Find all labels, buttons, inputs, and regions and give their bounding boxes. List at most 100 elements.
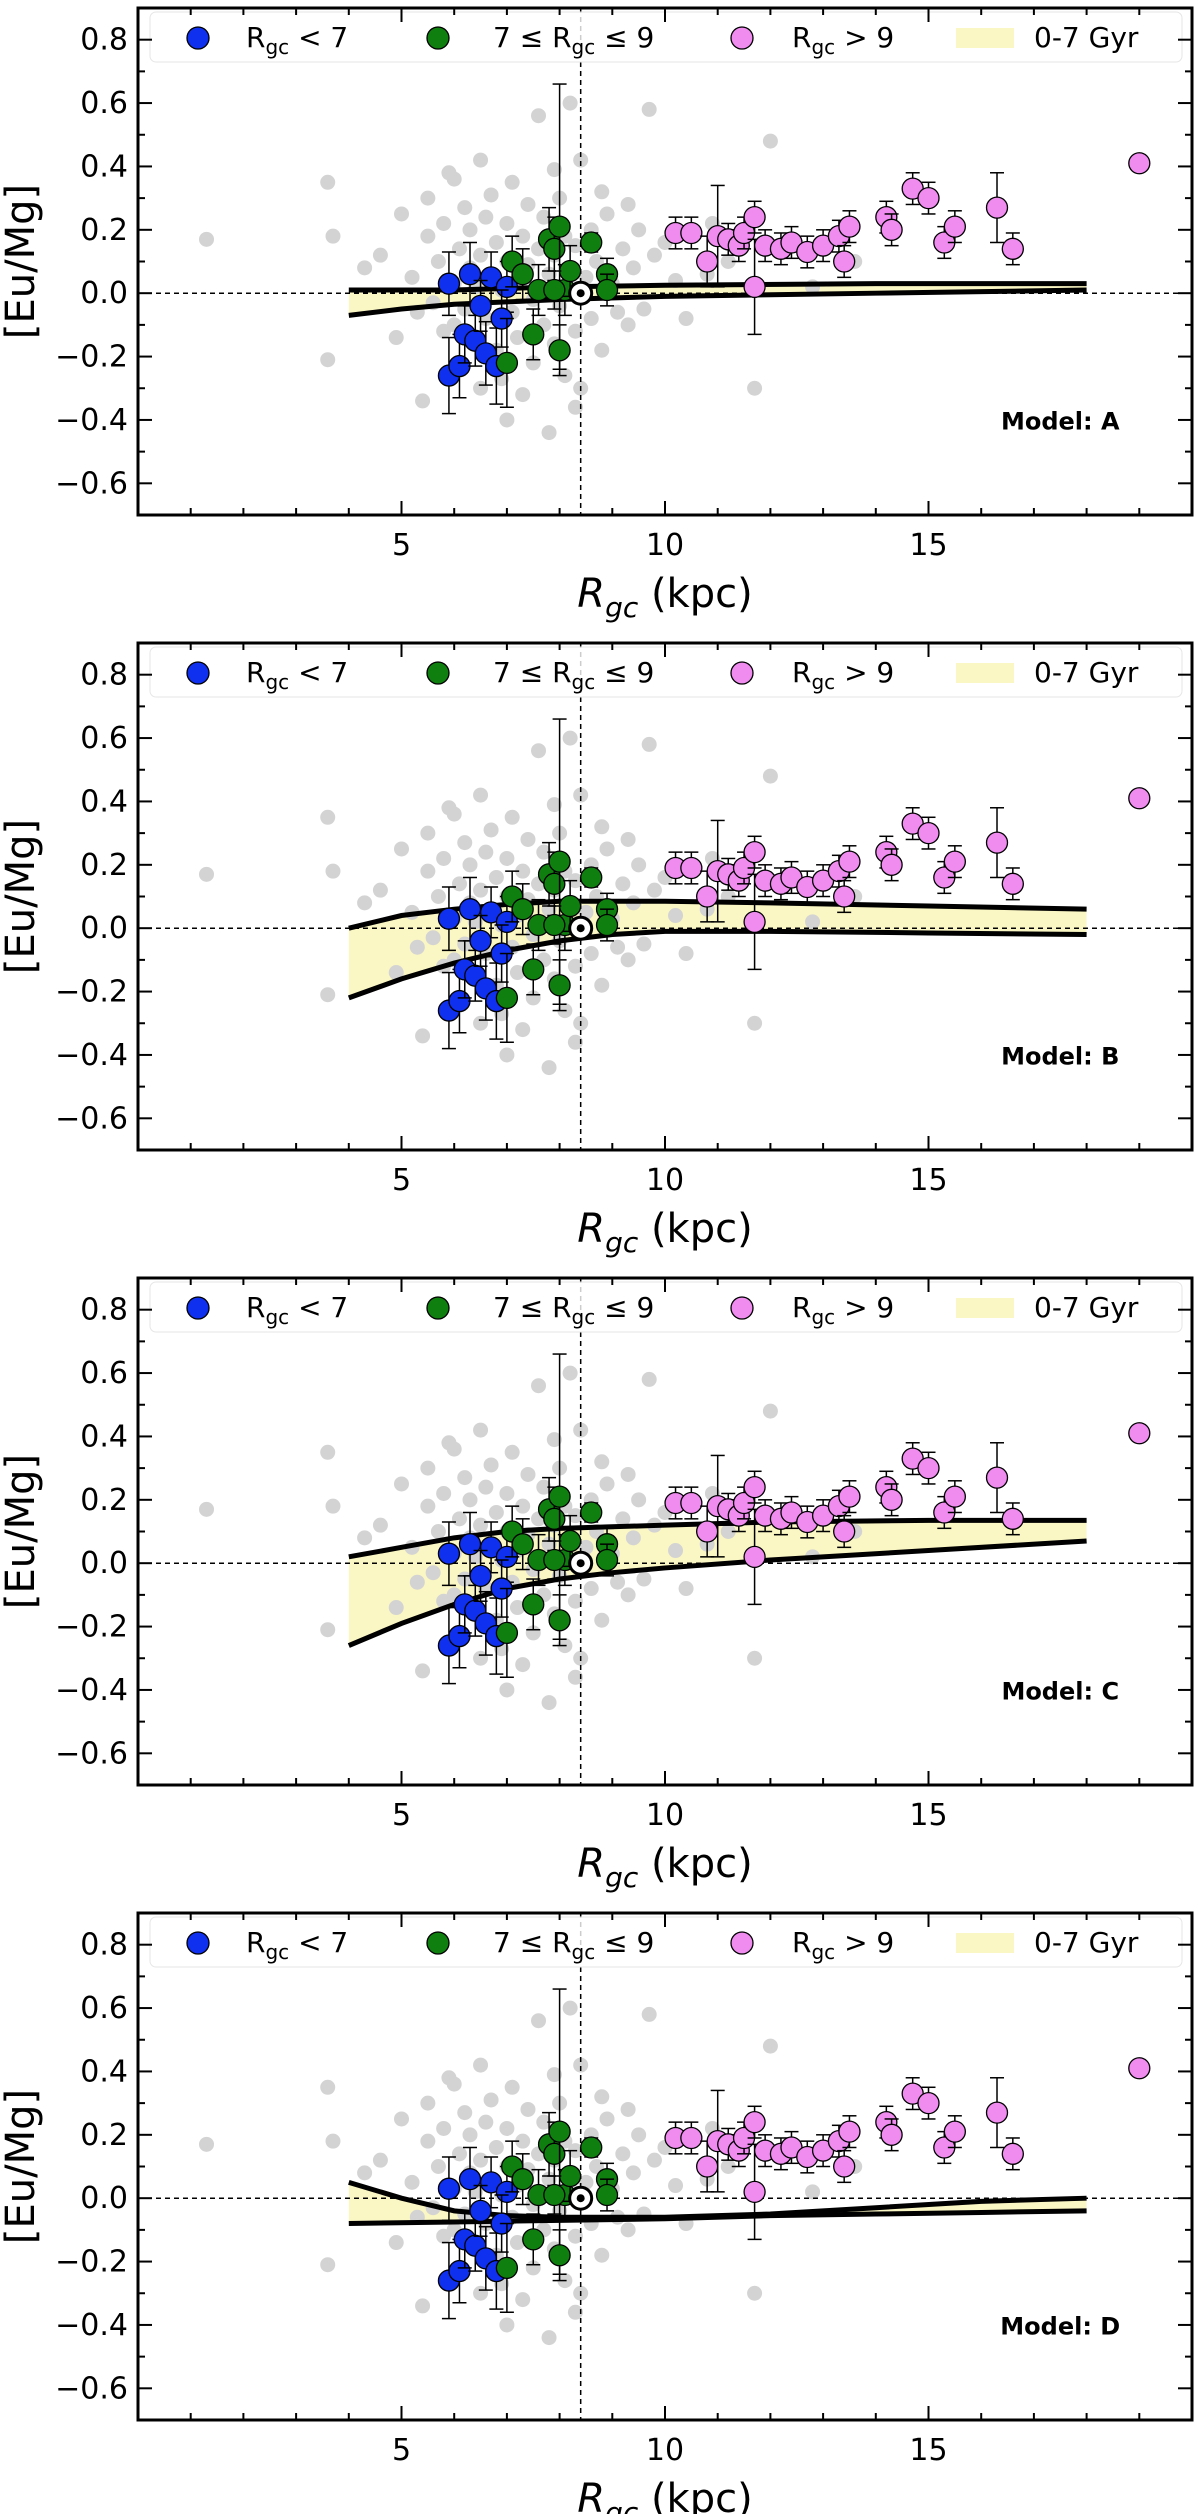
field-star-point [509, 1600, 525, 1616]
field-star-point [515, 2133, 531, 2149]
field-star-point [631, 222, 647, 238]
field-star-point [620, 2222, 636, 2238]
x-tick-label: 10 [646, 1798, 684, 1833]
field-star-point [473, 247, 489, 263]
field-star-point [641, 736, 657, 752]
field-star-point [483, 822, 499, 838]
green-point [548, 215, 571, 238]
green-point [522, 958, 545, 981]
model-label: Model: D [1000, 2312, 1120, 2340]
field-star-point [372, 1517, 388, 1533]
blue-point [448, 1624, 471, 1648]
field-star-point [320, 2079, 336, 2095]
pink-point [985, 2101, 1009, 2124]
field-star-point [573, 2057, 589, 2073]
pink-point [943, 850, 966, 873]
field-star-point [420, 2133, 436, 2149]
green-point [548, 1609, 571, 1632]
pink-point [743, 205, 766, 229]
y-tick-label: 0.4 [80, 1419, 128, 1454]
x-tick-label: 15 [909, 2433, 947, 2468]
field-star-point [515, 1657, 531, 1673]
field-star-point [615, 876, 631, 892]
legend-band-swatch [956, 28, 1014, 48]
field-star-point [515, 387, 531, 403]
green-point [595, 913, 619, 937]
legend-band-swatch [956, 1933, 1014, 1953]
field-star-point [805, 914, 821, 930]
pink-point [743, 1475, 766, 1499]
field-star-point [504, 174, 520, 190]
field-star-point [594, 977, 610, 993]
field-star-point [515, 1498, 531, 1514]
pink-point [880, 218, 903, 241]
field-star-point [462, 1492, 478, 1508]
pink-point [833, 885, 856, 908]
blue-point [448, 354, 471, 378]
pink-point [880, 2123, 903, 2146]
green-point [511, 263, 534, 286]
field-star-point [420, 228, 436, 244]
legend: Rgc < 7 7 ≤ Rgc ≤ 9 Rgc > 9 0-7 Gyr [149, 646, 1183, 698]
blue-point [458, 1533, 482, 1556]
field-star-point [436, 1485, 452, 1501]
field-star-point [546, 1432, 562, 1448]
field-star-point [515, 1022, 531, 1038]
pink-point [696, 1520, 719, 1543]
pink-point [1128, 2057, 1151, 2080]
x-tick-label: 5 [392, 1163, 411, 1198]
field-star-point [636, 1571, 652, 1587]
pink-series [664, 2057, 1151, 2241]
x-axis-label: Rgc (kpc) [577, 1206, 752, 1259]
green-point [511, 2168, 534, 2191]
legend-label-band: 0-7 Gyr [1034, 1926, 1139, 1959]
green-point [580, 866, 603, 889]
field-star-point [430, 254, 446, 269]
legend-label-band: 0-7 Gyr [1034, 21, 1139, 54]
field-star-point [483, 1457, 499, 1473]
field-star-point [668, 1543, 684, 1559]
field-star-point [499, 412, 515, 428]
field-star-point [515, 863, 531, 879]
legend-marker-blue [186, 1931, 210, 1955]
field-star-point [415, 1028, 431, 1044]
blue-point [458, 2168, 482, 2191]
pink-series [664, 787, 1151, 971]
green-series [495, 1353, 619, 1679]
x-axis-label: Rgc (kpc) [577, 1841, 752, 1894]
field-star-point [199, 866, 215, 882]
y-tick-label: 0.6 [80, 1356, 128, 1391]
field-star-point [567, 399, 583, 415]
pink-point [838, 2120, 861, 2143]
field-star-point [610, 1574, 626, 1590]
field-star-point [720, 2159, 736, 2174]
chart-panel-a: Rgc < 7 7 ≤ Rgc ≤ 9 Rgc > 9 0-7 Gyr Model: A… [0, 6, 1194, 624]
green-point [548, 850, 571, 873]
legend-label-green: 7 ≤ Rgc ≤ 9 [493, 1291, 654, 1329]
field-star-point [594, 184, 610, 200]
y-tick-label: −0.4 [55, 403, 128, 438]
legend-label-pink: Rgc > 9 [792, 656, 894, 694]
pink-point [880, 1488, 903, 1511]
field-star-point [436, 215, 452, 231]
y-tick-label: 0.8 [80, 23, 128, 58]
field-star-point [394, 1476, 409, 1492]
field-star-point [541, 425, 557, 441]
y-tick-label: −0.6 [55, 1736, 128, 1771]
field-star-point [594, 1612, 610, 1628]
field-star-point [499, 2120, 515, 2136]
field-star-point [583, 1581, 599, 1597]
pink-point [743, 910, 766, 933]
field-star-point [620, 1587, 636, 1603]
legend-label-green: 7 ≤ Rgc ≤ 9 [493, 656, 654, 694]
y-tick-label: 0.6 [80, 1991, 128, 2026]
chart-panel-b: Rgc < 7 7 ≤ Rgc ≤ 9 Rgc > 9 0-7 Gyr Model: B… [0, 641, 1194, 1259]
legend-label-pink: Rgc > 9 [792, 21, 894, 59]
green-point [548, 2120, 571, 2143]
axes-frame [136, 1911, 1194, 2422]
field-star-point [420, 1460, 436, 1476]
sun-symbol-dot [576, 2194, 585, 2203]
field-star-point [199, 1501, 215, 1517]
green-point [495, 2256, 519, 2280]
legend-marker-blue [186, 1296, 210, 1320]
